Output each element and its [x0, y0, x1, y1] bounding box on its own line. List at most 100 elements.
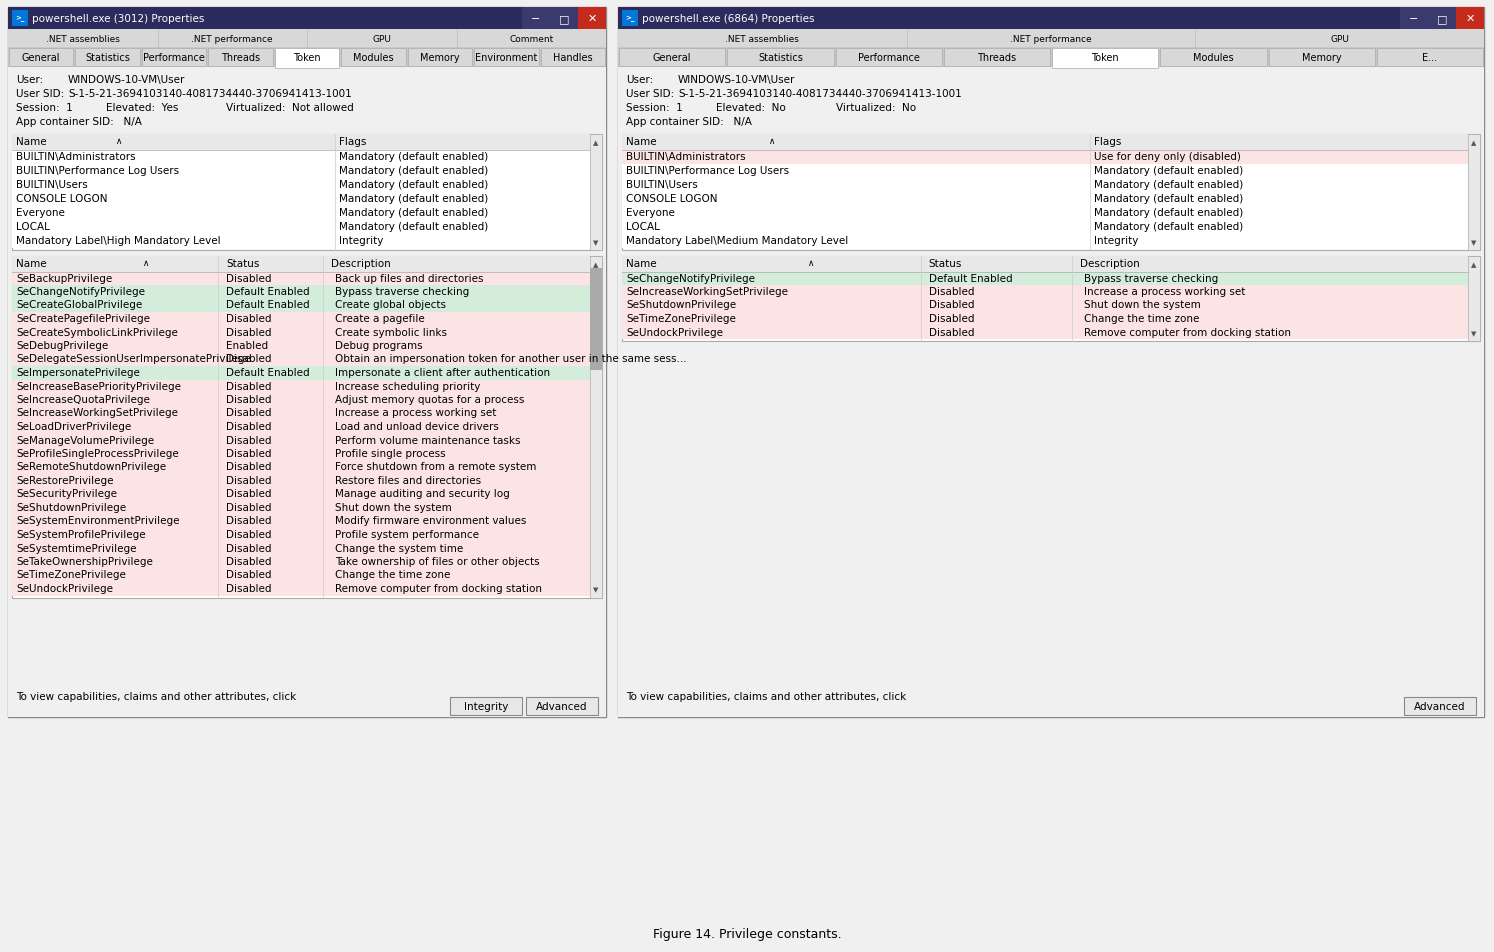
Bar — [622, 257, 1469, 272]
Text: Status: Status — [226, 259, 260, 268]
Text: SeLoadDriverPrivilege: SeLoadDriverPrivilege — [16, 422, 131, 431]
Text: ∧: ∧ — [805, 259, 814, 268]
Text: Mandatory (default enabled): Mandatory (default enabled) — [339, 194, 489, 204]
Text: BUILTIN\Users: BUILTIN\Users — [16, 180, 88, 189]
Text: Manage auditing and security log: Manage auditing and security log — [335, 489, 509, 499]
Text: Mandatory (default enabled): Mandatory (default enabled) — [339, 222, 489, 231]
Bar — [526, 697, 598, 715]
Text: Status: Status — [929, 259, 962, 268]
Text: Token: Token — [1091, 53, 1119, 63]
Text: Elevated:  No: Elevated: No — [716, 103, 786, 113]
Bar — [1469, 135, 1481, 250]
Text: □: □ — [1437, 14, 1448, 24]
Text: SeSystemEnvironmentPrivilege: SeSystemEnvironmentPrivilege — [16, 516, 179, 526]
Text: Disabled: Disabled — [226, 435, 272, 445]
Bar — [142, 49, 206, 67]
Text: SeUndockPrivilege: SeUndockPrivilege — [626, 327, 723, 337]
Bar — [590, 135, 602, 250]
Text: .NET performance: .NET performance — [1010, 34, 1092, 44]
Bar — [12, 583, 590, 596]
Text: Impersonate a client after authentication: Impersonate a client after authenticatio… — [335, 367, 550, 378]
Text: Perform volume maintenance tasks: Perform volume maintenance tasks — [335, 435, 520, 445]
Text: Default Enabled: Default Enabled — [226, 287, 309, 297]
Text: Session:  1: Session: 1 — [16, 103, 73, 113]
Bar — [12, 11, 28, 27]
Bar — [550, 8, 578, 30]
Bar — [622, 312, 1469, 327]
Text: Change the time zone: Change the time zone — [335, 570, 450, 580]
Bar — [12, 179, 590, 193]
Bar — [622, 207, 1469, 221]
Bar — [619, 48, 1484, 68]
Bar — [12, 461, 590, 474]
Text: Mandatory (default enabled): Mandatory (default enabled) — [1094, 194, 1243, 204]
Text: WINDOWS-10-VM\User: WINDOWS-10-VM\User — [678, 75, 795, 85]
Text: □: □ — [559, 14, 569, 24]
Text: ∧: ∧ — [114, 137, 123, 146]
Bar — [619, 68, 1484, 717]
Text: Disabled: Disabled — [226, 462, 272, 472]
Bar — [12, 555, 590, 569]
Text: Debug programs: Debug programs — [335, 341, 423, 350]
Bar — [12, 488, 590, 502]
Bar — [619, 30, 1484, 48]
Text: Flags: Flags — [339, 137, 366, 147]
Bar — [12, 272, 590, 286]
Text: Integrity: Integrity — [1094, 236, 1138, 246]
Text: User SID:: User SID: — [626, 89, 674, 99]
Text: SeSecurityPrivilege: SeSecurityPrivilege — [16, 489, 117, 499]
Text: Disabled: Disabled — [226, 394, 272, 405]
Text: Integrity: Integrity — [339, 236, 384, 246]
Text: GPU: GPU — [372, 34, 391, 44]
Bar — [12, 340, 590, 353]
Text: Increase scheduling priority: Increase scheduling priority — [335, 381, 481, 391]
Bar — [541, 49, 605, 67]
Bar — [12, 193, 590, 207]
Text: >_: >_ — [15, 16, 25, 22]
Bar — [12, 312, 590, 327]
Text: Adjust memory quotas for a process: Adjust memory quotas for a process — [335, 394, 524, 405]
Text: CONSOLE LOGON: CONSOLE LOGON — [16, 194, 108, 204]
Text: Statistics: Statistics — [757, 53, 802, 63]
Text: .NET assemblies: .NET assemblies — [726, 34, 799, 44]
Text: App container SID:   N/A: App container SID: N/A — [16, 117, 142, 127]
Text: Performance: Performance — [858, 53, 920, 63]
Text: SeShutdownPrivilege: SeShutdownPrivilege — [626, 300, 737, 310]
Text: Disabled: Disabled — [226, 543, 272, 553]
Bar — [619, 49, 725, 67]
Bar — [12, 421, 590, 434]
Text: Performance: Performance — [143, 53, 205, 63]
Text: LOCAL: LOCAL — [626, 222, 660, 231]
Text: Integrity: Integrity — [463, 702, 508, 711]
Text: Modules: Modules — [353, 53, 394, 63]
Text: ▼: ▼ — [593, 586, 599, 593]
Bar — [12, 380, 590, 393]
Text: Mandatory (default enabled): Mandatory (default enabled) — [339, 208, 489, 218]
Text: Mandatory (default enabled): Mandatory (default enabled) — [1094, 222, 1243, 231]
Text: Bypass traverse checking: Bypass traverse checking — [1085, 273, 1219, 283]
Bar — [12, 257, 590, 272]
Bar — [622, 179, 1469, 193]
Text: Description: Description — [1080, 259, 1140, 268]
Text: General: General — [22, 53, 60, 63]
Text: Mandatory (default enabled): Mandatory (default enabled) — [339, 166, 489, 176]
Text: Disabled: Disabled — [226, 354, 272, 364]
Bar — [622, 135, 1469, 150]
Text: SeSystemProfilePrivilege: SeSystemProfilePrivilege — [16, 529, 145, 540]
Text: Elevated:  Yes: Elevated: Yes — [106, 103, 178, 113]
Bar — [1457, 8, 1484, 30]
Text: .NET assemblies: .NET assemblies — [46, 34, 120, 44]
Bar — [12, 447, 590, 461]
Text: Back up files and directories: Back up files and directories — [335, 273, 484, 283]
Text: Mandatory Label\High Mandatory Level: Mandatory Label\High Mandatory Level — [16, 236, 221, 246]
Bar — [12, 474, 590, 488]
Text: Name: Name — [16, 259, 46, 268]
Text: Default Enabled: Default Enabled — [226, 367, 309, 378]
Text: Disabled: Disabled — [226, 327, 272, 337]
Bar — [12, 327, 590, 340]
Text: Flags: Flags — [1094, 137, 1120, 147]
Text: WINDOWS-10-VM\User: WINDOWS-10-VM\User — [69, 75, 185, 85]
Text: Description: Description — [332, 259, 391, 268]
Text: Disabled: Disabled — [226, 273, 272, 283]
Bar — [12, 150, 590, 165]
